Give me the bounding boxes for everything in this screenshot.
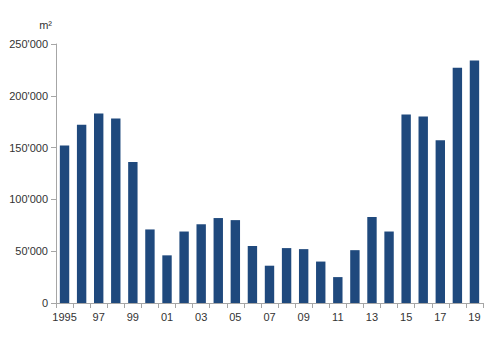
svg-text:17: 17 [434, 311, 446, 323]
svg-text:1995: 1995 [52, 311, 76, 323]
svg-text:150'000: 150'000 [9, 142, 48, 154]
svg-text:05: 05 [229, 311, 241, 323]
svg-text:03: 03 [195, 311, 207, 323]
svg-text:99: 99 [127, 311, 139, 323]
svg-text:09: 09 [298, 311, 310, 323]
svg-text:07: 07 [263, 311, 275, 323]
svg-text:m²: m² [39, 19, 52, 31]
svg-text:15: 15 [400, 311, 412, 323]
svg-text:97: 97 [93, 311, 105, 323]
svg-text:100'000: 100'000 [9, 193, 48, 205]
svg-text:200'000: 200'000 [9, 90, 48, 102]
svg-text:50'000: 50'000 [15, 245, 48, 257]
svg-text:0: 0 [42, 297, 48, 309]
svg-text:19: 19 [468, 311, 480, 323]
svg-text:01: 01 [161, 311, 173, 323]
svg-text:250'000: 250'000 [9, 38, 48, 50]
svg-text:11: 11 [332, 311, 343, 323]
svg-text:13: 13 [366, 311, 378, 323]
